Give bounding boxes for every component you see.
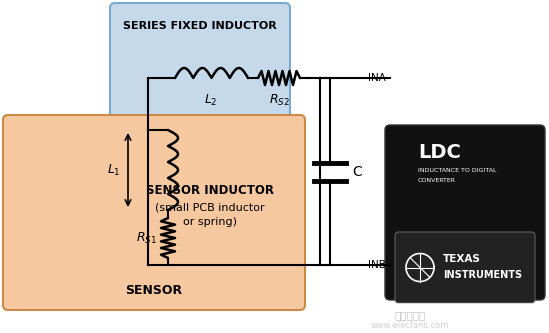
FancyBboxPatch shape (3, 115, 305, 310)
FancyBboxPatch shape (110, 3, 290, 120)
Text: INA: INA (368, 73, 386, 83)
Text: LDC: LDC (418, 143, 461, 162)
FancyBboxPatch shape (395, 232, 535, 303)
Text: $L_1$: $L_1$ (107, 163, 121, 177)
Text: INSTRUMENTS: INSTRUMENTS (443, 270, 522, 280)
Text: $R_{S1}$: $R_{S1}$ (136, 230, 156, 245)
Text: $L_2$: $L_2$ (204, 93, 218, 108)
Text: SERIES FIXED INDUCTOR: SERIES FIXED INDUCTOR (123, 21, 277, 31)
Text: 电子发烧友: 电子发烧友 (394, 310, 425, 320)
Text: C: C (352, 165, 362, 178)
FancyBboxPatch shape (385, 125, 545, 300)
Text: CONVERTER: CONVERTER (418, 177, 456, 182)
Text: SENSOR INDUCTOR: SENSOR INDUCTOR (146, 183, 274, 196)
Text: INDUCTANCE TO DIGITAL: INDUCTANCE TO DIGITAL (418, 167, 496, 172)
Text: or spring): or spring) (183, 217, 237, 227)
Text: (small PCB inductor: (small PCB inductor (155, 203, 265, 213)
Text: www.elecfans.com: www.elecfans.com (371, 321, 449, 330)
Text: TEXAS: TEXAS (443, 254, 481, 264)
Text: INB: INB (368, 260, 386, 270)
Text: SENSOR: SENSOR (125, 284, 183, 297)
Text: $R_{S2}$: $R_{S2}$ (268, 93, 289, 108)
